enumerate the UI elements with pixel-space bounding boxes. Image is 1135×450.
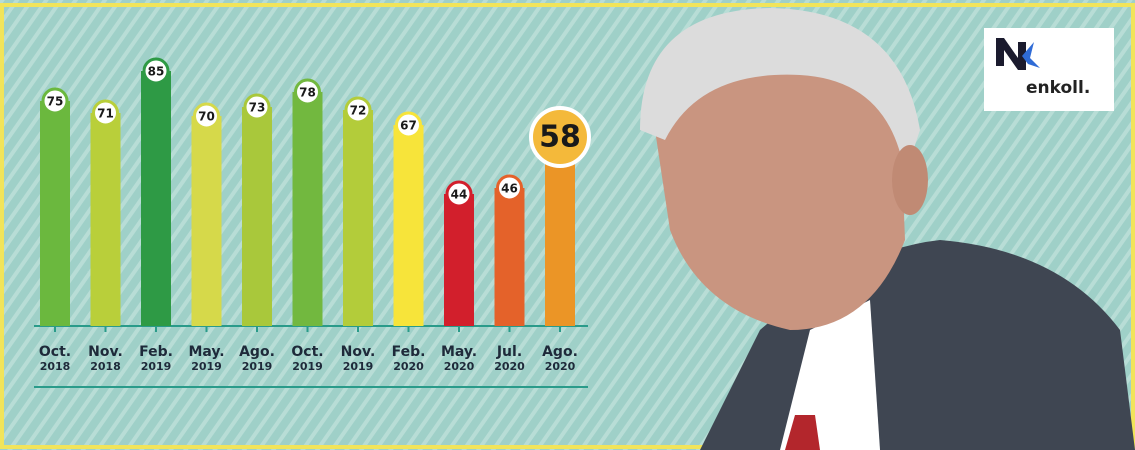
value-label: 72 [350, 104, 367, 118]
x-tick-label: Ago. [239, 344, 275, 360]
value-label: 75 [47, 95, 64, 109]
value-label: 70 [198, 110, 215, 124]
logo-text: enkoll. [1026, 78, 1090, 98]
x-tick-label: May. [441, 344, 477, 360]
x-tick-label: 2018 [90, 360, 121, 373]
x-tick-label: 2019 [292, 360, 323, 373]
bar [545, 152, 575, 326]
x-tick-label: 2019 [242, 360, 273, 373]
x-tick-label: 2019 [343, 360, 374, 373]
value-label: 73 [249, 101, 266, 115]
x-tick-label: Oct. [291, 344, 323, 360]
x-tick-label: Nov. [88, 344, 123, 360]
x-tick-label: Nov. [341, 344, 376, 360]
x-tick-label: 2019 [141, 360, 172, 373]
value-label: 67 [400, 119, 417, 133]
value-label: 58 [539, 120, 581, 155]
x-tick-label: Feb. [392, 344, 426, 360]
x-tick-label: 2019 [191, 360, 222, 373]
x-tick-label: Oct. [39, 344, 71, 360]
bar [444, 194, 474, 326]
x-tick-label: Ago. [542, 344, 578, 360]
x-tick-label: 2020 [494, 360, 525, 373]
bar [394, 125, 424, 326]
value-label: 44 [451, 188, 468, 202]
infographic: enkoll. 75Oct.201871Nov.201885Feb.201970… [0, 0, 1135, 450]
bar [40, 101, 70, 326]
x-tick-label: 2018 [40, 360, 71, 373]
value-label: 78 [299, 86, 316, 100]
x-tick-label: 2020 [444, 360, 475, 373]
value-label: 46 [501, 182, 518, 196]
logo: enkoll. [984, 28, 1114, 111]
x-tick-label: Jul. [496, 344, 522, 360]
bar [343, 110, 373, 326]
bar [242, 107, 272, 326]
bar [495, 188, 525, 326]
bar [141, 71, 171, 326]
value-label: 71 [97, 107, 114, 121]
value-label: 85 [148, 65, 165, 79]
x-tick-label: May. [188, 344, 224, 360]
x-tick-label: 2020 [545, 360, 576, 373]
bar [293, 92, 323, 326]
bar [192, 116, 222, 326]
x-tick-label: Feb. [139, 344, 173, 360]
bar [91, 113, 121, 326]
x-tick-label: 2020 [393, 360, 424, 373]
